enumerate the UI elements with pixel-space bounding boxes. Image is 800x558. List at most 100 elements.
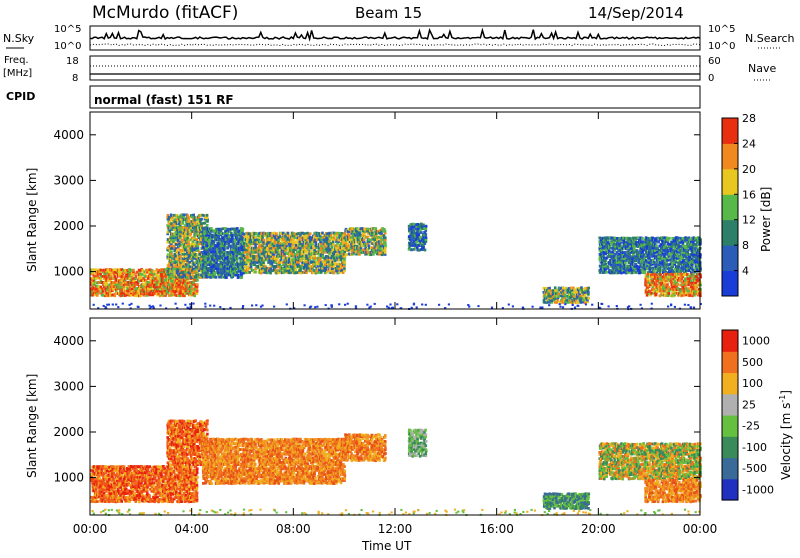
echo-cell <box>295 247 298 250</box>
cpid-label: CPID <box>6 90 35 103</box>
echo-cell <box>296 271 299 274</box>
echo-cell <box>112 281 115 284</box>
echo-cell <box>186 280 189 283</box>
echo-cell <box>202 246 205 249</box>
echo-cell <box>556 299 559 302</box>
echo-cell <box>677 237 680 240</box>
echo-cell <box>225 276 228 279</box>
echo-cell <box>334 259 337 262</box>
echo-cell <box>215 244 218 247</box>
freq-top-tick: 18 <box>66 56 79 67</box>
nsky-panel: N.Sky 10^5 10^0 10^5 10^0 N.Search <box>3 24 795 52</box>
echo-cell <box>189 265 192 268</box>
echo-cell <box>172 239 175 242</box>
echo-cell <box>183 213 186 216</box>
echo-cell <box>267 232 270 235</box>
nsearch-top-tick: 10^5 <box>708 24 735 35</box>
echo-cell <box>132 273 135 276</box>
echo-cell <box>408 228 411 231</box>
echo-cell <box>231 274 234 277</box>
echo-cell <box>377 236 380 239</box>
cpid-panel: CPID normal (fast) 151 RF <box>6 86 700 108</box>
echo-cell <box>132 269 135 272</box>
echo-cell <box>548 287 551 290</box>
echo-cell <box>195 238 198 241</box>
echo-cell <box>187 216 190 219</box>
echo-cell <box>294 241 297 244</box>
echo-cell <box>196 283 199 286</box>
echo-cell <box>262 261 265 264</box>
echo-cell <box>422 224 425 227</box>
echo-cell <box>605 271 608 274</box>
echo-cell <box>144 275 147 278</box>
echo-cell <box>637 251 640 254</box>
echo-cell <box>287 232 290 235</box>
freq-label: Freq. <box>4 55 29 66</box>
echo-cell <box>242 272 245 275</box>
echo-cell <box>192 214 195 217</box>
echo-cell <box>112 288 115 291</box>
echo-cell <box>306 232 309 235</box>
echo-cell <box>332 241 335 244</box>
echo-cell <box>256 261 259 264</box>
echo-cell <box>112 269 115 272</box>
echo-cell <box>554 286 557 289</box>
nave-bottom-tick: 0 <box>708 73 714 84</box>
echo-cell <box>99 273 102 276</box>
echo-cell <box>299 272 302 275</box>
echo-cell <box>236 227 239 230</box>
freq-unit: [MHz] <box>3 68 32 79</box>
echo-cell <box>315 241 318 244</box>
echo-cell <box>685 259 688 262</box>
echo-cell <box>343 267 346 270</box>
echo-cell <box>235 268 238 271</box>
echo-cell <box>200 218 203 221</box>
echo-cell <box>177 216 180 219</box>
echo-cell <box>295 269 298 272</box>
echo-cell <box>255 232 258 235</box>
station-title: McMurdo (fitACF) <box>92 3 238 23</box>
echo-cell <box>587 291 590 294</box>
echo-cell <box>641 237 644 240</box>
echo-cell <box>222 227 225 230</box>
echo-cell <box>170 251 173 254</box>
cpid-value: normal (fast) 151 RF <box>94 93 234 107</box>
echo-cell <box>371 232 374 235</box>
echo-cell <box>587 297 590 300</box>
echo-cell <box>183 294 186 297</box>
echo-cell <box>196 290 199 293</box>
echo-cell <box>344 261 347 264</box>
echo-cell <box>637 236 640 239</box>
echo-cell <box>422 246 425 249</box>
echo-cell <box>275 232 278 235</box>
echo-cell <box>277 239 280 242</box>
echo-cell <box>153 270 156 273</box>
beam-title: Beam 15 <box>355 4 422 22</box>
echo-cell <box>241 269 244 272</box>
echo-cell <box>425 225 428 228</box>
echo-cell <box>248 271 251 274</box>
echo-cell <box>305 235 308 238</box>
echo-cell <box>384 236 387 239</box>
echo-cell <box>587 287 590 290</box>
date-title: 14/Sep/2014 <box>588 4 684 22</box>
echo-cell <box>374 239 377 242</box>
echo-cell <box>614 237 617 240</box>
echo-cell <box>410 248 413 251</box>
echo-cell <box>607 266 610 269</box>
echo-cell <box>210 227 213 230</box>
echo-cell <box>182 271 185 274</box>
echo-cell <box>296 251 299 254</box>
nave-label: Nave <box>748 62 776 75</box>
echo-cell <box>205 245 208 248</box>
echo-cell <box>182 290 185 293</box>
echo-cell <box>146 292 149 295</box>
echo-cell <box>254 271 257 274</box>
echo-cell <box>363 239 366 242</box>
echo-cell <box>655 244 658 247</box>
echo-cell <box>241 276 244 279</box>
echo-cell <box>254 267 257 270</box>
echo-cell <box>244 236 247 239</box>
